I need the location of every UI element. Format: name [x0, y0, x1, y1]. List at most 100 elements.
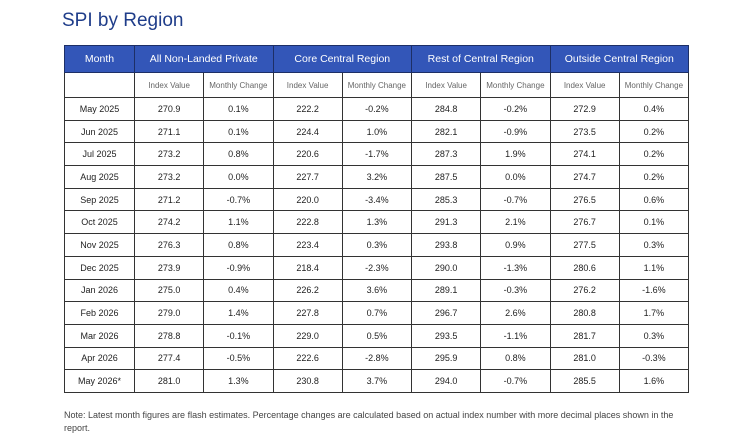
value-cell: 281.0: [133, 369, 205, 393]
data-row: Oct 2025 274.2 1.1% 222.8 1.3% 291.3 2.1% 276.7…: [64, 210, 690, 235]
data-row: Nov 2025 276.3 0.8% 223.4 0.3% 293.8 0.9% 277.5…: [64, 233, 690, 257]
subheader: Index Value: [549, 72, 620, 98]
value-cell: 275.0: [133, 278, 205, 303]
value-cell: 0.2%: [618, 119, 690, 144]
group-header: All Non-Landed Private: [134, 45, 274, 73]
header-row: Month All Non-Landed Private Core Central …: [64, 45, 690, 73]
value-cell: 270.9: [133, 97, 205, 121]
value-cell: -2.8%: [341, 346, 413, 371]
month-cell: Aug 2025: [64, 165, 135, 189]
value-cell: 0.3%: [341, 233, 413, 257]
value-cell: -0.7%: [480, 187, 551, 212]
value-cell: 0.2%: [618, 142, 690, 167]
value-cell: -1.6%: [618, 278, 690, 303]
value-cell: 287.5: [411, 165, 482, 189]
data-row: Sep 2025 271.2 -0.7% 220.0 -3.4% 285.3 -0.7% 27…: [64, 187, 690, 212]
data-row: Jun 2025 271.1 0.1% 224.4 1.0% 282.1 -0.9% 273.…: [64, 119, 690, 144]
subheader: Index Value: [272, 72, 343, 98]
value-cell: -0.9%: [480, 119, 551, 144]
value-cell: 276.7: [549, 210, 620, 235]
month-cell: Mar 2026: [64, 323, 135, 348]
value-cell: -1.7%: [341, 142, 413, 167]
value-cell: 0.6%: [618, 187, 690, 212]
value-cell: -1.1%: [480, 323, 551, 348]
value-cell: -0.2%: [480, 97, 551, 121]
value-cell: 1.1%: [203, 210, 274, 235]
data-row: Jan 2026 275.0 0.4% 226.2 3.6% 289.1 -0.3% 276.…: [64, 278, 690, 303]
value-cell: -0.7%: [480, 369, 551, 393]
value-cell: 3.7%: [341, 369, 413, 393]
value-cell: -0.3%: [618, 346, 690, 371]
value-cell: 220.0: [272, 187, 343, 212]
value-cell: 0.3%: [618, 233, 690, 257]
value-cell: 0.0%: [203, 165, 274, 189]
month-cell: May 2025: [64, 97, 135, 121]
value-cell: 0.7%: [341, 301, 413, 325]
month-cell: May 2026*: [64, 369, 135, 393]
data-row: Aug 2025 273.2 0.0% 227.7 3.2% 287.5 0.0% 274.7…: [64, 165, 690, 189]
value-cell: 278.8: [133, 323, 205, 348]
data-row: Feb 2026 279.0 1.4% 227.8 0.7% 296.7 2.6% 280.8…: [64, 301, 690, 325]
value-cell: -0.3%: [480, 278, 551, 303]
value-cell: 224.4: [272, 119, 343, 144]
value-cell: -1.3%: [480, 255, 551, 280]
value-cell: 0.4%: [203, 278, 274, 303]
group-header: Rest of Central Region: [411, 45, 551, 73]
month-cell: Oct 2025: [64, 210, 135, 235]
value-cell: 281.0: [549, 346, 620, 371]
data-row: May 2026* 281.0 1.3% 230.8 3.7% 294.0 -0.7% 285…: [64, 369, 690, 393]
value-cell: 0.8%: [203, 233, 274, 257]
value-cell: 273.5: [549, 119, 620, 144]
value-cell: 0.1%: [618, 210, 690, 235]
month-cell: Sep 2025: [64, 187, 135, 212]
value-cell: -3.4%: [341, 187, 413, 212]
value-cell: -0.1%: [203, 323, 274, 348]
value-cell: 3.6%: [341, 278, 413, 303]
month-cell: Jun 2025: [64, 119, 135, 144]
month-header: Month: [64, 45, 135, 73]
value-cell: 285.5: [549, 369, 620, 393]
value-cell: 0.8%: [203, 142, 274, 167]
value-cell: 218.4: [272, 255, 343, 280]
value-cell: -0.2%: [341, 97, 413, 121]
value-cell: 0.4%: [618, 97, 690, 121]
month-cell: Feb 2026: [64, 301, 135, 325]
value-cell: 1.6%: [618, 369, 690, 393]
value-cell: 223.4: [272, 233, 343, 257]
subheader: Monthly Change: [203, 72, 274, 98]
value-cell: 274.2: [133, 210, 205, 235]
value-cell: 226.2: [272, 278, 343, 303]
value-cell: 276.3: [133, 233, 205, 257]
month-cell: Jan 2026: [64, 278, 135, 303]
data-row: May 2025 270.9 0.1% 222.2 -0.2% 284.8 -0.2% 272…: [64, 97, 690, 121]
value-cell: 276.2: [549, 278, 620, 303]
value-cell: 277.4: [133, 346, 205, 371]
subheader-row: Index Value Monthly Change Index Value Mont…: [64, 72, 690, 98]
value-cell: 285.3: [411, 187, 482, 212]
value-cell: 3.2%: [341, 165, 413, 189]
value-cell: 271.2: [133, 187, 205, 212]
value-cell: 0.0%: [480, 165, 551, 189]
title: SPI by Region: [62, 10, 184, 31]
value-cell: 227.7: [272, 165, 343, 189]
value-cell: 1.4%: [203, 301, 274, 325]
value-cell: 276.5: [549, 187, 620, 212]
spi-table: Month All Non-Landed Private Core Central …: [64, 45, 690, 393]
data-row: Jul 2025 273.2 0.8% 220.6 -1.7% 287.3 1.9% 274.…: [64, 142, 690, 167]
value-cell: -0.9%: [203, 255, 274, 280]
month-cell: Dec 2025: [64, 255, 135, 280]
value-cell: 287.3: [411, 142, 482, 167]
value-cell: 2.1%: [480, 210, 551, 235]
value-cell: 281.7: [549, 323, 620, 348]
value-cell: -2.3%: [341, 255, 413, 280]
value-cell: 0.8%: [480, 346, 551, 371]
value-cell: 0.5%: [341, 323, 413, 348]
data-row: Mar 2026 278.8 -0.1% 229.0 0.5% 293.5 -1.1% 281…: [64, 323, 690, 348]
value-cell: 273.2: [133, 142, 205, 167]
month-cell: Nov 2025: [64, 233, 135, 257]
value-cell: 277.5: [549, 233, 620, 257]
value-cell: 273.2: [133, 165, 205, 189]
value-cell: 1.7%: [618, 301, 690, 325]
value-cell: 0.2%: [618, 165, 690, 189]
